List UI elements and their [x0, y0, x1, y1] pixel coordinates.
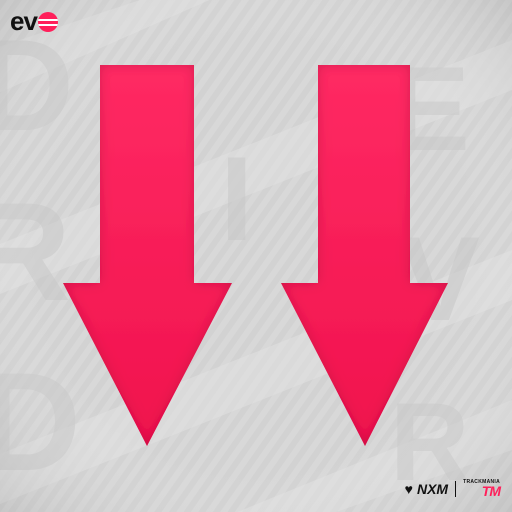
- brand-text: ev: [10, 6, 38, 36]
- eve-logo: ev: [10, 6, 58, 36]
- sponsor-logos: ♥ NXM TRACKMANIA TM: [404, 479, 501, 499]
- left-down-arrow: [63, 65, 232, 446]
- eve-e-icon: [37, 12, 58, 32]
- heart-pulse-icon: ♥: [404, 480, 413, 497]
- nxm-logo: NXM: [416, 480, 449, 497]
- trackmania-logo: TRACKMANIA TM: [463, 479, 501, 499]
- right-down-arrow: [281, 65, 448, 446]
- trackmania-label: TRACKMANIA: [463, 479, 500, 485]
- logo-divider: [455, 480, 457, 497]
- trackmania-mark: TM: [481, 483, 501, 499]
